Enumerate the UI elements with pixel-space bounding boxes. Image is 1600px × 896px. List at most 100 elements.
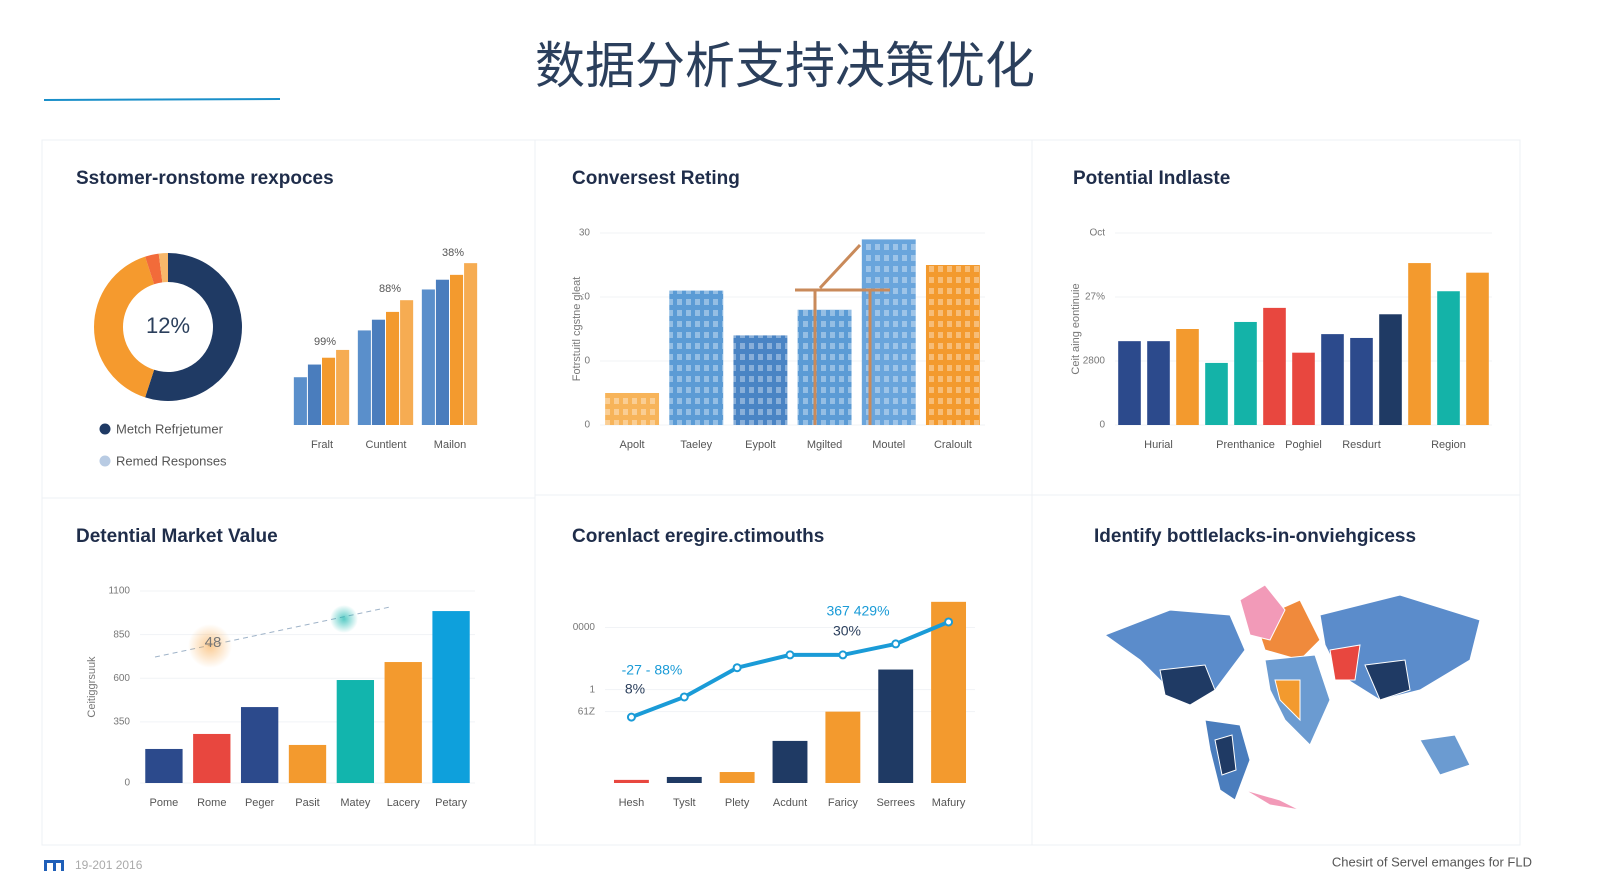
x-tick-label: Apolt bbox=[620, 439, 645, 451]
bar bbox=[357, 330, 371, 425]
bar-windows bbox=[797, 309, 852, 425]
x-tick-label: Moutel bbox=[872, 439, 905, 451]
bar bbox=[371, 319, 385, 425]
donut-slice bbox=[145, 253, 242, 401]
footer-left: 19-201 2016 bbox=[75, 858, 143, 872]
bar bbox=[613, 779, 649, 783]
map-region bbox=[1329, 644, 1361, 681]
y-tick-label: 27% bbox=[1085, 292, 1105, 303]
legend-label: Remed Responses bbox=[116, 453, 227, 468]
donut-slice bbox=[158, 253, 168, 283]
donut-slice bbox=[94, 256, 155, 398]
annotation: 367 429% bbox=[826, 603, 889, 619]
bar bbox=[145, 748, 183, 783]
y-tick-label: 1 bbox=[589, 684, 595, 695]
bar bbox=[288, 744, 327, 783]
bar bbox=[1350, 337, 1373, 425]
title-rule bbox=[43, 98, 281, 101]
y-tick-label: :0 bbox=[582, 292, 591, 303]
panel-title: Potential Indlaste bbox=[1073, 168, 1230, 189]
bar bbox=[1437, 291, 1460, 425]
x-tick-label: Matey bbox=[340, 797, 370, 809]
panel-title: Conversest Reting bbox=[572, 168, 740, 189]
logo-part bbox=[53, 861, 56, 871]
x-tick-label: Rome bbox=[197, 797, 226, 809]
x-tick-label: Mafury bbox=[932, 797, 966, 809]
panel-title: Corenlact eregire.ctimouths bbox=[572, 526, 824, 547]
y-axis-label: Fotrstuitl cgstne gleat bbox=[571, 277, 583, 382]
bar bbox=[450, 274, 464, 425]
x-tick-label: Mailon bbox=[434, 439, 466, 451]
x-tick-label: Resdurt bbox=[1342, 439, 1381, 451]
annotation: 30% bbox=[833, 623, 861, 639]
x-tick-label: Mgilted bbox=[807, 439, 842, 451]
bar bbox=[400, 300, 414, 425]
bar bbox=[878, 669, 914, 783]
bar-windows bbox=[733, 335, 788, 425]
bar bbox=[307, 364, 321, 425]
x-tick-label: Hesh bbox=[619, 797, 645, 809]
bar bbox=[322, 357, 336, 425]
x-tick-label: Eypolt bbox=[745, 439, 776, 451]
bar bbox=[1466, 272, 1489, 425]
bar bbox=[825, 711, 861, 783]
bar bbox=[666, 776, 702, 783]
panel-title: Identify bottlelacks-in-onviehgicess bbox=[1094, 526, 1416, 547]
panel-title: Sstomer-ronstome rexpoces bbox=[76, 168, 334, 189]
bar-windows bbox=[669, 290, 724, 425]
annotation: 48 bbox=[205, 634, 222, 651]
x-tick-label: Cuntlent bbox=[366, 439, 407, 451]
bar bbox=[1118, 341, 1141, 425]
bar bbox=[1379, 314, 1402, 425]
bar bbox=[1176, 329, 1199, 425]
x-tick-label: Prenthanice bbox=[1216, 439, 1275, 451]
annotation: 99% bbox=[314, 336, 336, 348]
bar bbox=[384, 662, 422, 783]
map-region bbox=[1244, 789, 1301, 811]
page-title: 数据分析支持决策优化 bbox=[535, 38, 1035, 94]
annotation: -27 - 88% bbox=[622, 662, 683, 678]
legend-swatch bbox=[99, 455, 111, 467]
x-tick-label: Tyslt bbox=[673, 797, 696, 809]
x-tick-label: Acdunt bbox=[773, 797, 807, 809]
bar bbox=[1321, 334, 1344, 425]
map-region bbox=[1419, 734, 1471, 776]
legend-label: Metch Refrjetumer bbox=[116, 421, 224, 436]
x-tick-label: Lacery bbox=[387, 797, 421, 809]
crane bbox=[795, 243, 890, 425]
line-point bbox=[679, 692, 689, 702]
bar bbox=[421, 289, 435, 425]
y-tick-label: 0 bbox=[124, 778, 130, 789]
bar bbox=[336, 349, 350, 425]
line-point bbox=[944, 617, 954, 627]
x-tick-label: Serrees bbox=[876, 797, 915, 809]
map-region bbox=[1319, 594, 1481, 701]
y-tick-label: 0 bbox=[584, 420, 590, 431]
bar bbox=[464, 263, 478, 425]
annotation: 8% bbox=[625, 681, 645, 697]
bar bbox=[240, 707, 279, 783]
logo-part bbox=[61, 861, 64, 871]
bar bbox=[1292, 352, 1315, 425]
donut-center-label: 12% bbox=[146, 313, 190, 338]
x-tick-label: Plety bbox=[725, 797, 750, 809]
bar bbox=[386, 311, 400, 425]
bar-windows bbox=[605, 393, 660, 425]
y-tick-label: 1100 bbox=[108, 586, 130, 597]
y-axis-label: Ceit aing eontinuie bbox=[1070, 283, 1082, 374]
bar bbox=[1205, 362, 1228, 425]
y-tick-label: 30 bbox=[579, 228, 591, 239]
map-region bbox=[1364, 659, 1411, 701]
bar bbox=[1234, 321, 1257, 425]
donut-slice bbox=[145, 253, 163, 285]
line-point bbox=[732, 663, 742, 673]
bar-windows bbox=[925, 265, 980, 425]
y-tick-label: 350 bbox=[113, 717, 130, 728]
y-tick-label: 0000 bbox=[573, 622, 596, 633]
bar bbox=[293, 377, 307, 425]
y-tick-label: 61Z bbox=[578, 706, 595, 717]
y-tick-label: 0 bbox=[584, 356, 590, 367]
y-axis-label: Ceitiggrsuuk bbox=[86, 656, 98, 718]
bar bbox=[1147, 341, 1170, 425]
